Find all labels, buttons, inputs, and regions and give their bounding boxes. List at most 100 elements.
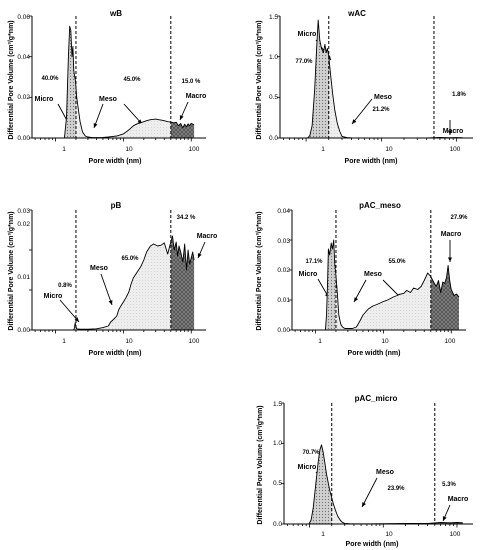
meso-label: Meso [99, 96, 117, 103]
panel-wAC: wAC Differential Pore Volume (cm³/g*nm) … [256, 9, 466, 165]
x-ticks: 1 10 100 [318, 338, 456, 345]
y-tick-label: 0.03 [17, 208, 30, 215]
y-tick-label: 0.02 [17, 94, 30, 101]
plot-area-wB [29, 15, 206, 142]
x-tick-label: 10 [125, 338, 133, 345]
panel-title: pB [111, 201, 122, 210]
macro-percent: 15.0 % [182, 79, 201, 85]
meso-label: Meso [364, 271, 382, 278]
x-tick-label: 100 [189, 338, 200, 345]
x-ticks: 1 10 100 [62, 146, 200, 153]
annotation-macro: 27.9% Macro [441, 215, 468, 262]
meso-arrow [100, 273, 113, 306]
micro-arrow [59, 299, 80, 323]
y-axis-label: Differential Pore Volume (cm³/g*nm) [256, 211, 263, 330]
y-tick-label: 0.0 [273, 521, 282, 528]
panel-title: wB [109, 9, 122, 18]
micro-arrowhead [74, 317, 79, 322]
meso-percent: 45.0% [123, 77, 141, 83]
y-ticks: 0.0 0.5 1.0 1.5 [269, 14, 278, 142]
y-tick-label: 0.04 [277, 208, 290, 215]
y-tick-label: 0.03 [277, 238, 290, 245]
panel-title: wAC [347, 9, 366, 18]
distribution-curve [63, 25, 195, 139]
meso-arrowhead [108, 300, 113, 305]
annotation-micro: 40.0% Micro [35, 76, 71, 127]
macro-percent: 1.8% [452, 92, 466, 98]
micro-label: Micro [44, 293, 63, 300]
micro-percent: 17.1% [305, 259, 323, 265]
annotation-macro: 15.0 % Macro [179, 79, 207, 121]
meso-percent: 65.0% [121, 256, 139, 262]
y-axis-label: Differential Pore Volume (cm³/g*nm) [8, 211, 15, 330]
x-tick-label: 100 [450, 531, 461, 538]
panel-wB: wB Differential Pore Volume (cm³/g*nm) P… [8, 9, 206, 165]
y-axis-label: Differential Pore Volume (cm³/g*nm) [256, 20, 263, 139]
y-tick-label: 0.02 [17, 221, 30, 228]
x-tick-label: 100 [189, 146, 200, 153]
x-ticks: 1 10 100 [62, 338, 200, 345]
annotation-macro: 1.8% Macro [443, 92, 466, 135]
y-tick-label: 0.00 [17, 135, 30, 142]
meso-arrow [123, 103, 143, 125]
region-fill-micro [308, 444, 332, 524]
distribution-curve [324, 239, 460, 331]
region-fill-macro [170, 236, 195, 330]
region-fill-micro [325, 240, 336, 330]
panel-title: pAC_meso [359, 201, 401, 210]
y-axis-label: Differential Pore Volume (cm³/g*nm) [257, 405, 264, 524]
y-tick-label: 1.0 [269, 54, 278, 61]
y-tick-label: 0.00 [17, 327, 30, 334]
panel-pAC-meso: pAC_meso Differential Pore Volume (cm³/g… [256, 201, 468, 357]
panel-pAC-micro: pAC_micro Differential Pore Volume (cm³/… [257, 394, 468, 548]
annotation-meso: Meso 23.9% [361, 469, 405, 508]
plot-layers [29, 15, 473, 528]
region-fill-meso [76, 87, 171, 138]
annotation-meso: Meso 65.0% [90, 256, 139, 306]
macro-percent: 34.2 % [177, 215, 196, 221]
x-axis-label: Pore width (nm) [346, 541, 399, 548]
meso-percent: 55.0% [388, 259, 406, 265]
y-ticks: 0.00 0.01 0.02 0.03 0.04 [277, 208, 290, 334]
y-tick-label: 0.5 [273, 480, 282, 487]
y-ticks: 0.0 0.5 1.0 1.5 [273, 401, 282, 528]
distribution-curve [73, 235, 195, 331]
annotation-micro: 17.1% Micro [299, 259, 330, 299]
macro-arrowhead [442, 516, 447, 521]
meso-arrowhead [354, 297, 359, 302]
y-ticks: 0.00 0.01 0.02 0.03 [17, 208, 30, 334]
region-fill-micro [307, 20, 329, 139]
meso-arrowhead [93, 123, 98, 128]
macro-label: Macro [443, 128, 464, 135]
x-ticks: 1 10 100 [321, 146, 461, 153]
meso-label: Meso [374, 94, 392, 101]
micro-percent: 70.7% [302, 450, 320, 456]
macro-arrowhead [197, 253, 202, 258]
y-tick-label: 0.01 [277, 297, 290, 304]
macro-arrowhead [448, 130, 452, 135]
micro-label: Micro [298, 31, 317, 38]
micro-percent: 0.8% [58, 283, 72, 289]
macro-label: Macro [197, 233, 218, 240]
x-axis-label: Pore width (nm) [89, 350, 142, 357]
region-fill-macro [430, 265, 459, 330]
annotation-macro: 5.3% Macro [442, 482, 468, 522]
y-tick-label: 1.0 [273, 440, 282, 447]
region-fill-meso [331, 497, 435, 524]
macro-label: Macro [186, 93, 207, 100]
x-tick-label: 1 [62, 146, 66, 153]
y-axis-label: Differential Pore Volume (cm³/g*nm) [8, 20, 15, 139]
x-tick-label: 10 [385, 531, 393, 538]
meso-arrowhead [362, 502, 366, 507]
x-ticks: 1 10 100 [321, 531, 461, 538]
x-tick-label: 10 [125, 146, 133, 153]
x-tick-label: 1 [321, 146, 325, 153]
plot-area-pB [29, 209, 206, 334]
micro-label: Micro [35, 96, 54, 103]
y-tick-label: 0.04 [17, 54, 30, 61]
meso-arrow [351, 98, 373, 125]
meso-percent: 23.9% [387, 486, 405, 492]
annotation-micro: 0.8% Micro [44, 283, 80, 323]
panel-title: pAC_micro [355, 394, 398, 403]
